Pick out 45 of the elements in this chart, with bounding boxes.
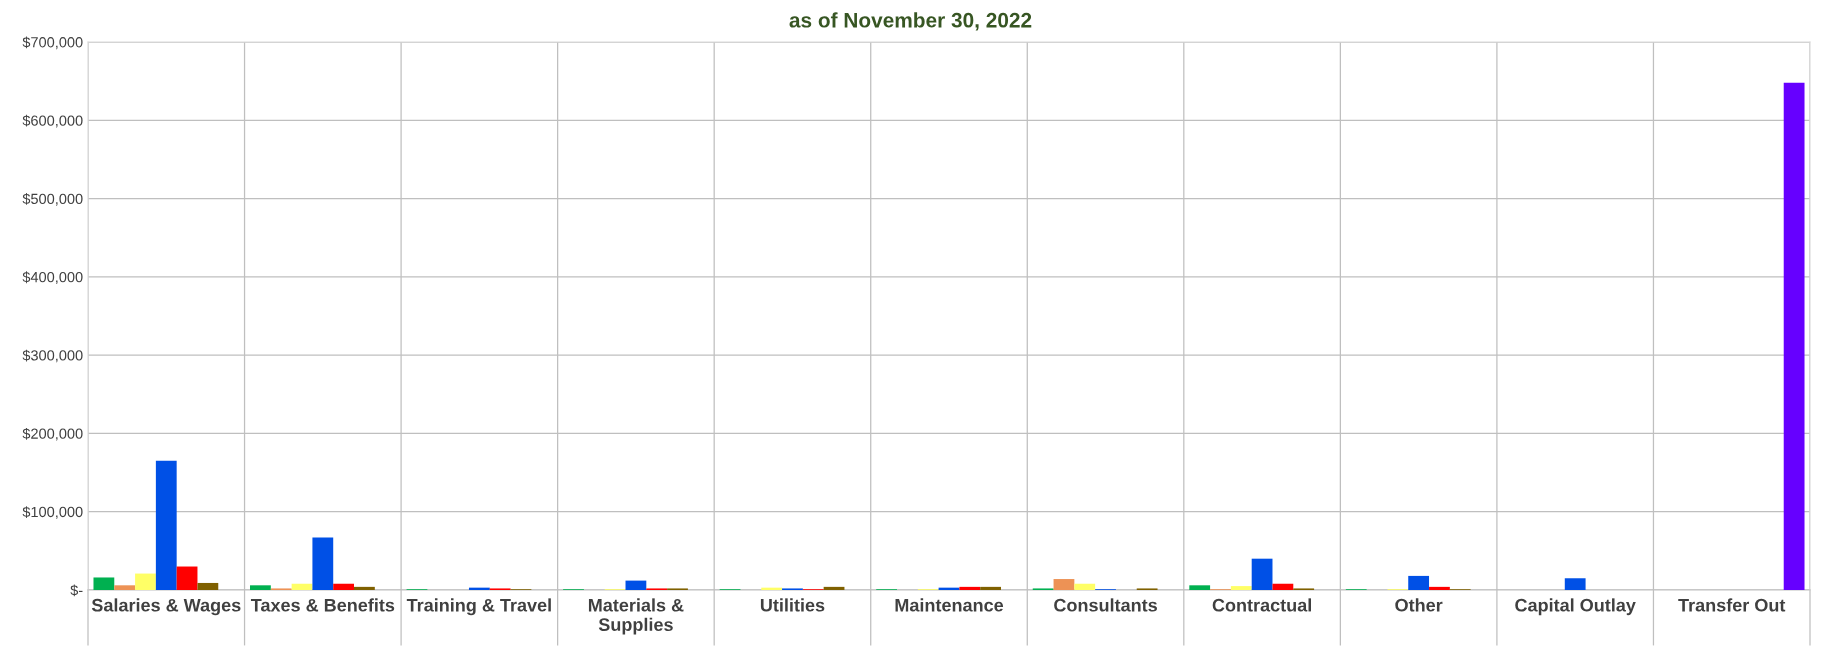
y-tick-label: $500,000 xyxy=(22,193,83,206)
bar xyxy=(1272,583,1294,590)
x-tick-label: Taxes & Benefits xyxy=(250,598,395,612)
x-tick-label: Consultants xyxy=(1054,598,1157,612)
y-tick-label: $100,000 xyxy=(22,506,83,519)
y-tick-label: $200,000 xyxy=(22,427,83,441)
bar xyxy=(333,583,355,590)
bar xyxy=(291,583,313,590)
bar xyxy=(135,573,156,590)
bar xyxy=(1783,82,1805,590)
bar xyxy=(1564,578,1586,590)
bar xyxy=(176,566,198,590)
bar xyxy=(197,582,219,590)
y-tick-label: $300,000 xyxy=(22,349,83,363)
bar xyxy=(354,586,375,590)
bar xyxy=(312,537,334,590)
bar xyxy=(250,585,271,590)
y-tick-label: $600,000 xyxy=(22,114,83,128)
bar xyxy=(980,586,1001,590)
x-tick-label: Contractual xyxy=(1212,598,1311,612)
bar xyxy=(625,580,647,590)
bar xyxy=(959,586,981,590)
bar xyxy=(1189,585,1211,590)
bar xyxy=(1053,579,1075,590)
x-tick-label: Training & Travel xyxy=(406,598,551,616)
chart-title: as of November 30, 2022 xyxy=(789,12,1032,31)
bar xyxy=(823,586,845,590)
y-tick-label: $400,000 xyxy=(22,271,83,285)
y-tick-label: $- xyxy=(70,584,83,597)
x-tick-label: Capital Outlay xyxy=(1515,598,1636,616)
bar xyxy=(155,460,177,590)
bar xyxy=(1408,575,1430,590)
bar xyxy=(1251,558,1273,590)
bar xyxy=(93,577,115,590)
x-tick-label: Other xyxy=(1395,598,1443,612)
bar xyxy=(1074,583,1096,590)
x-tick-label: Salaries & Wages xyxy=(91,598,241,616)
bar xyxy=(1429,586,1450,590)
y-tick-label: $700,000 xyxy=(22,36,83,50)
x-tick-label: Materials & Supplies xyxy=(588,598,684,635)
x-tick-label: Transfer Out xyxy=(1678,598,1786,612)
bar xyxy=(1230,586,1252,590)
x-tick-label: Utilities xyxy=(760,598,825,612)
x-tick-label: Maintenance xyxy=(895,598,1004,612)
bar xyxy=(114,585,136,590)
